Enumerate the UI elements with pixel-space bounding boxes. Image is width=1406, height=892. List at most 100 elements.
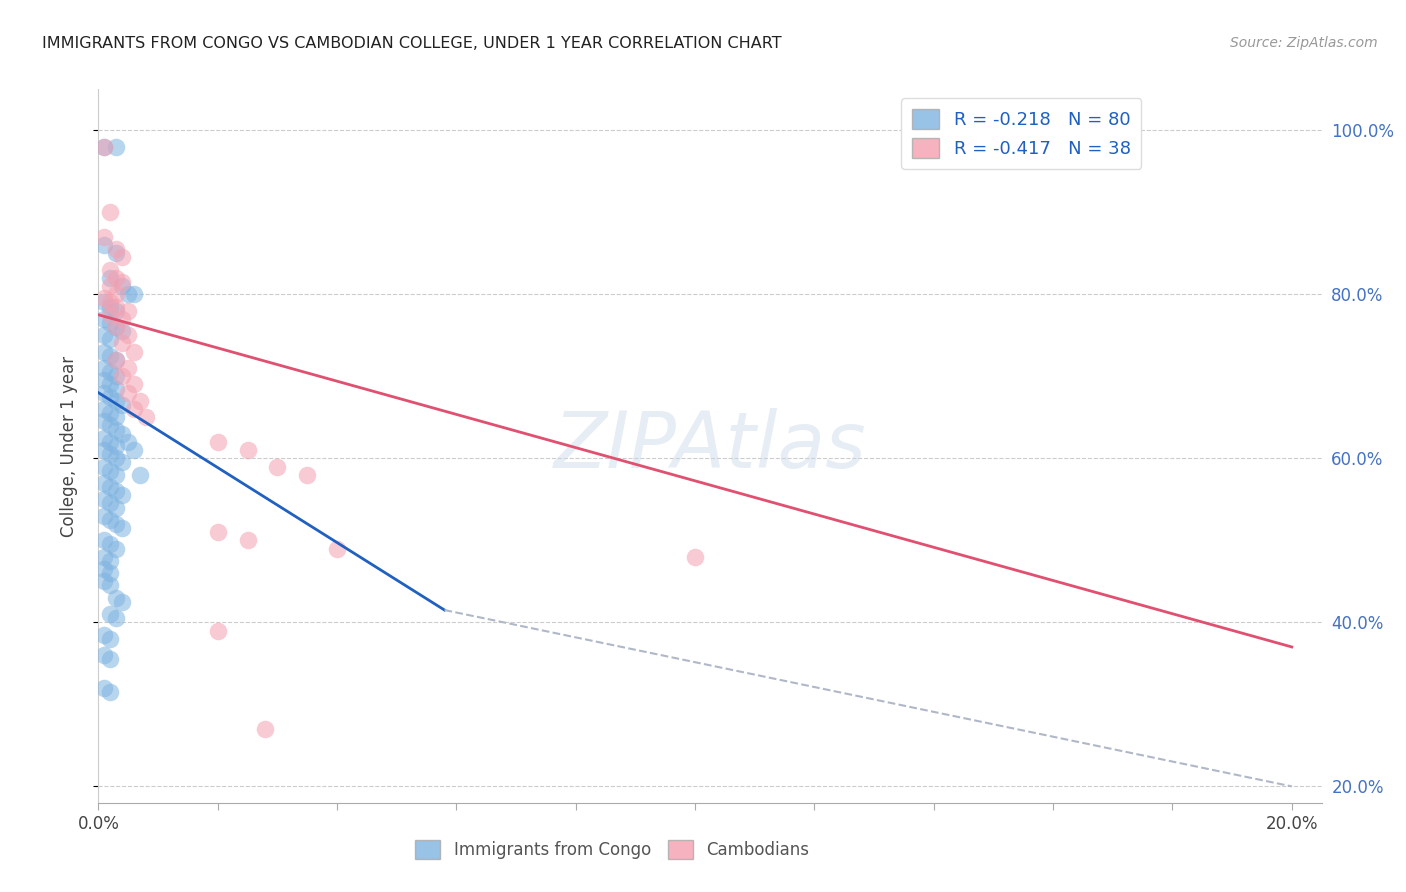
Point: [105, 246, 128, 260]
Point: [117, 434, 139, 449]
Text: IMMIGRANTS FROM CONGO VS CAMBODIAN COLLEGE, UNDER 1 YEAR CORRELATION CHART: IMMIGRANTS FROM CONGO VS CAMBODIAN COLLE…: [42, 36, 782, 51]
Point: [105, 423, 128, 437]
Point: [98, 365, 121, 379]
Point: [105, 320, 128, 334]
Point: [98, 537, 121, 551]
Point: [105, 467, 128, 482]
Point: [111, 595, 134, 609]
Point: [93, 443, 115, 458]
Point: [98, 295, 121, 310]
Point: [297, 467, 319, 482]
Point: [93, 344, 115, 359]
Point: [135, 410, 157, 425]
Point: [105, 410, 128, 425]
Point: [105, 382, 128, 396]
Point: [111, 279, 134, 293]
Point: [105, 611, 128, 625]
Point: [105, 320, 128, 334]
Point: [93, 627, 115, 641]
Point: [98, 316, 121, 330]
Point: [236, 443, 259, 458]
Point: [326, 541, 349, 556]
Point: [93, 139, 115, 153]
Point: [122, 344, 145, 359]
Point: [105, 484, 128, 499]
Point: [98, 578, 121, 592]
Point: [93, 414, 115, 428]
Point: [117, 385, 139, 400]
Point: [93, 574, 115, 589]
Point: [111, 324, 134, 338]
Point: [98, 262, 121, 277]
Point: [98, 390, 121, 404]
Point: [122, 443, 145, 458]
Point: [111, 426, 134, 441]
Point: [98, 513, 121, 527]
Point: [98, 300, 121, 314]
Point: [98, 377, 121, 392]
Point: [117, 287, 139, 301]
Point: [111, 275, 134, 289]
Point: [105, 139, 128, 153]
Point: [129, 393, 152, 408]
Point: [98, 406, 121, 420]
Point: [98, 464, 121, 478]
Point: [98, 632, 121, 646]
Point: [98, 418, 121, 433]
Point: [105, 242, 128, 256]
Point: [98, 480, 121, 494]
Point: [117, 328, 139, 343]
Point: [111, 398, 134, 412]
Point: [111, 455, 134, 469]
Point: [105, 591, 128, 605]
Point: [98, 685, 121, 699]
Point: [105, 439, 128, 453]
Point: [105, 500, 128, 515]
Point: [98, 447, 121, 461]
Point: [93, 431, 115, 445]
Point: [98, 434, 121, 449]
Point: [93, 361, 115, 376]
Legend: Immigrants from Congo, Cambodians: Immigrants from Congo, Cambodians: [409, 834, 815, 866]
Point: [122, 402, 145, 417]
Text: ZIPAtlas: ZIPAtlas: [554, 408, 866, 484]
Point: [93, 533, 115, 548]
Point: [105, 541, 128, 556]
Point: [93, 238, 115, 252]
Y-axis label: College, Under 1 year: College, Under 1 year: [59, 355, 77, 537]
Point: [105, 287, 128, 301]
Point: [105, 303, 128, 318]
Point: [93, 328, 115, 343]
Point: [683, 549, 706, 564]
Point: [105, 270, 128, 285]
Point: [111, 336, 134, 351]
Point: [105, 451, 128, 466]
Point: [111, 311, 134, 326]
Point: [117, 303, 139, 318]
Point: [93, 492, 115, 507]
Point: [122, 287, 145, 301]
Point: [93, 295, 115, 310]
Point: [98, 496, 121, 510]
Point: [98, 349, 121, 363]
Point: [105, 352, 128, 367]
Point: [111, 521, 134, 535]
Point: [98, 279, 121, 293]
Point: [117, 361, 139, 376]
Point: [207, 624, 229, 638]
Point: [122, 377, 145, 392]
Point: [236, 533, 259, 548]
Point: [93, 291, 115, 305]
Point: [98, 332, 121, 346]
Point: [129, 467, 152, 482]
Point: [98, 554, 121, 568]
Point: [98, 205, 121, 219]
Point: [93, 311, 115, 326]
Point: [93, 385, 115, 400]
Point: [207, 525, 229, 540]
Point: [105, 516, 128, 531]
Point: [98, 270, 121, 285]
Point: [93, 139, 115, 153]
Point: [105, 369, 128, 384]
Point: [266, 459, 288, 474]
